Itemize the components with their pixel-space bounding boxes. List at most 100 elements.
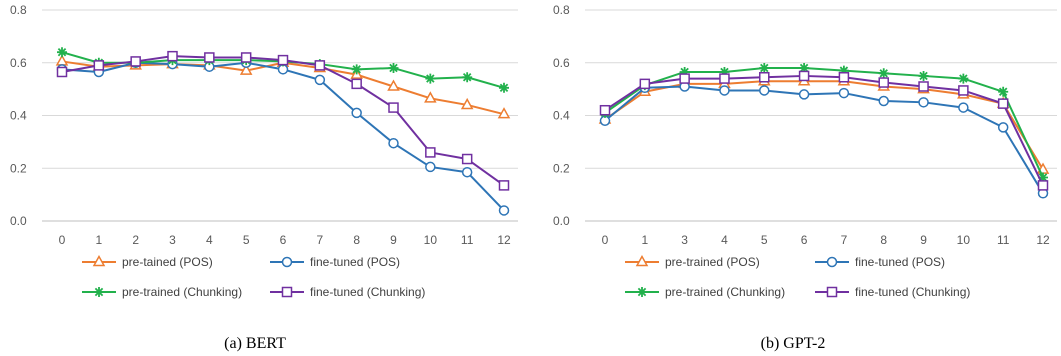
x-tick-label: 10 xyxy=(957,233,971,247)
data-point xyxy=(958,102,969,113)
y-tick-label: 0.4 xyxy=(10,109,27,123)
legend-marker xyxy=(635,254,649,267)
data-point xyxy=(167,50,178,62)
data-point xyxy=(314,60,326,71)
data-point xyxy=(838,65,849,76)
data-point xyxy=(998,86,1009,97)
y-tick-label: 0.8 xyxy=(10,3,27,17)
data-point xyxy=(878,68,889,79)
data-point xyxy=(460,97,474,110)
data-point xyxy=(461,153,473,165)
data-point xyxy=(918,81,929,92)
data-point xyxy=(1038,172,1048,183)
x-tick-label: 2 xyxy=(132,233,139,247)
data-point xyxy=(130,56,141,67)
data-point xyxy=(798,89,810,100)
data-point xyxy=(425,147,436,158)
y-tick-label: 0.0 xyxy=(553,214,570,228)
data-point xyxy=(425,73,436,84)
data-point xyxy=(55,54,69,66)
data-point xyxy=(719,66,730,77)
data-point xyxy=(388,102,399,113)
legend-label: fine-tuned (POS) xyxy=(310,255,400,269)
x-tick-label: 1 xyxy=(641,233,648,247)
chart-caption: (b) GPT-2 xyxy=(761,335,826,352)
data-point xyxy=(498,205,510,216)
x-tick-label: 3 xyxy=(169,233,176,247)
x-tick-label: 4 xyxy=(206,233,213,247)
x-tick-label: 6 xyxy=(280,233,287,247)
data-point xyxy=(57,47,67,58)
legend-label: pre-tained (POS) xyxy=(122,255,213,269)
data-point xyxy=(878,77,889,88)
legend-marker xyxy=(826,256,838,268)
data-point xyxy=(351,64,362,75)
data-point xyxy=(387,79,400,91)
data-point xyxy=(759,85,770,96)
legend-item: pre-trained (Chunking) xyxy=(82,285,242,299)
y-tick-label: 0.6 xyxy=(553,56,570,70)
data-point xyxy=(679,66,690,77)
data-point xyxy=(719,85,730,96)
data-point xyxy=(204,52,215,63)
data-point xyxy=(499,82,509,93)
x-tick-label: 7 xyxy=(316,233,323,247)
legend-marker xyxy=(92,254,106,267)
legend-marker xyxy=(281,286,293,298)
legend-item: fine-tuned (POS) xyxy=(270,255,400,269)
x-tick-label: 11 xyxy=(461,233,474,247)
legend-marker xyxy=(826,286,838,298)
legend-item: fine-tuned (Chunking) xyxy=(270,285,425,299)
legend-item: fine-tuned (POS) xyxy=(815,255,945,269)
x-tick-label: 8 xyxy=(880,233,887,247)
x-tick-label: 11 xyxy=(997,233,1010,247)
series-line xyxy=(604,74,1044,186)
data-point xyxy=(240,52,252,63)
x-tick-label: 9 xyxy=(390,233,397,247)
legend-label: pre-trained (POS) xyxy=(665,255,760,269)
gpt2-chart: 0.0 0.2 0.4 0.6 0.8 0 1 3 4 5 6 7 8 9 10 11 12 pre-traine… xyxy=(553,3,1057,352)
data-point xyxy=(351,78,362,90)
y-tick-label: 0.2 xyxy=(10,161,27,175)
legend-marker xyxy=(94,287,104,297)
legend-item: fine-tuned (Chunking) xyxy=(815,285,970,299)
legend-item: pre-tained (POS) xyxy=(82,254,213,269)
x-tick-label: 4 xyxy=(721,233,728,247)
data-point xyxy=(239,63,253,75)
data-point xyxy=(277,54,289,66)
data-point xyxy=(958,85,969,96)
legend-item: pre-trained (POS) xyxy=(625,254,760,269)
y-tick-label: 0.0 xyxy=(10,214,27,228)
data-point xyxy=(759,72,770,83)
data-point xyxy=(878,95,889,107)
data-point xyxy=(462,72,473,83)
data-point xyxy=(498,180,510,191)
series-line xyxy=(61,61,505,212)
data-point xyxy=(798,70,810,82)
x-tick-label: 5 xyxy=(243,233,250,247)
x-tick-label: 10 xyxy=(424,233,438,247)
data-point xyxy=(997,98,1009,109)
data-point xyxy=(719,73,730,84)
data-point xyxy=(599,104,611,116)
legend-label: fine-tuned (Chunking) xyxy=(310,285,425,299)
data-point xyxy=(351,107,362,119)
data-point xyxy=(461,166,473,178)
data-point xyxy=(388,63,399,74)
data-point xyxy=(838,87,850,99)
data-point xyxy=(918,70,929,81)
x-tick-label: 8 xyxy=(353,233,360,247)
data-point xyxy=(639,78,651,90)
y-tick-label: 0.6 xyxy=(10,56,27,70)
data-point xyxy=(424,91,437,103)
y-tick-label: 0.8 xyxy=(553,3,570,17)
data-point xyxy=(838,72,850,83)
data-point xyxy=(759,63,770,74)
x-tick-label: 3 xyxy=(681,233,688,247)
data-point xyxy=(679,73,690,84)
data-point xyxy=(388,137,399,149)
series-3 xyxy=(599,70,1049,191)
x-tick-label: 6 xyxy=(801,233,808,247)
series-1 xyxy=(56,57,510,216)
